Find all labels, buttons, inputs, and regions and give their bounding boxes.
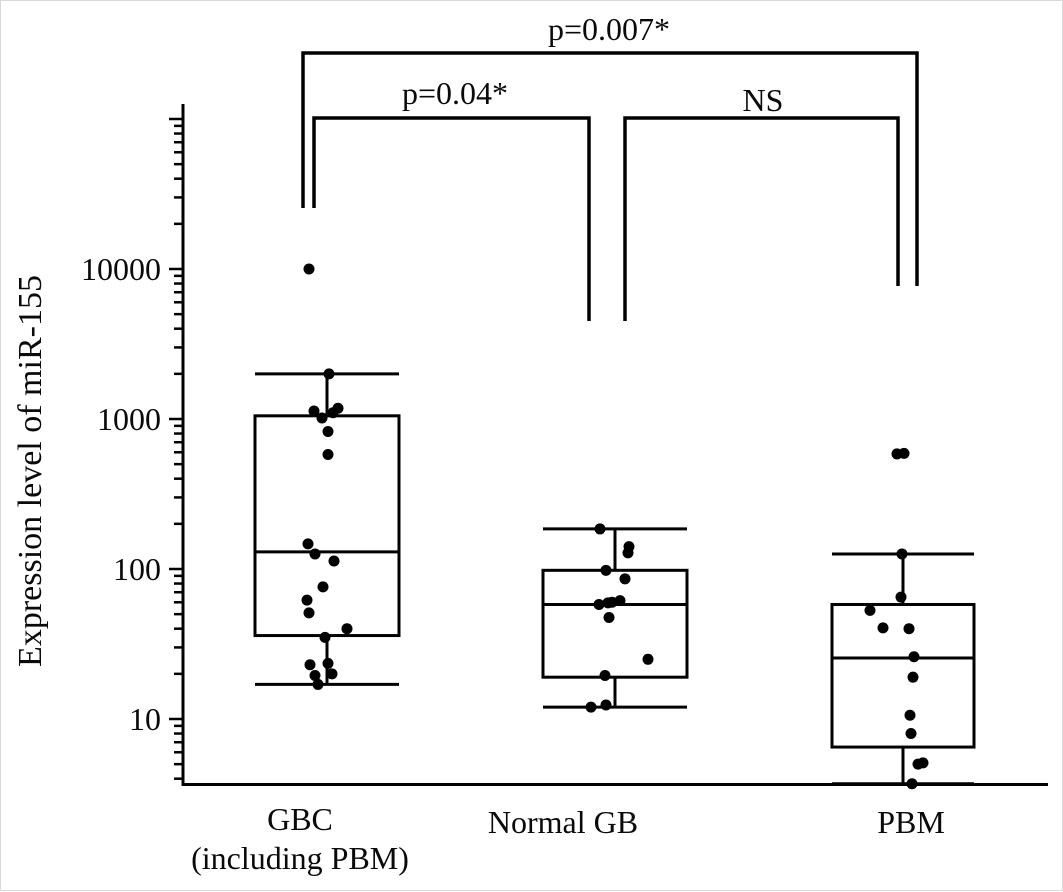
y-tick-label: 1000 [97,401,161,437]
significance-label: NS [743,82,784,118]
x-group-label: GBC [267,801,333,837]
data-point [312,678,324,690]
data-point [341,623,353,635]
data-point [896,548,908,560]
data-point [594,523,606,535]
x-group-label: (including PBM) [191,840,409,876]
data-point [317,581,329,593]
data-point [322,657,334,669]
data-point [585,701,597,713]
x-group-label: Normal GB [488,804,638,840]
data-point [302,538,314,550]
data-point [864,604,876,616]
significance-bracket [312,116,591,321]
data-point [877,622,889,634]
data-point [903,623,915,635]
data-point [622,547,634,559]
data-point [322,448,334,460]
y-tick-label: 10000 [81,251,161,287]
data-point [316,412,328,424]
y-tick-label: 10 [129,701,161,737]
data-point [326,668,338,680]
significance-label: p=0.04* [402,75,508,111]
significance-bracket [301,51,919,286]
data-point [323,368,335,380]
data-point [603,611,615,623]
data-point [322,426,334,438]
data-point [600,564,612,576]
data-point [600,699,612,711]
data-point [319,631,331,643]
data-point [905,728,917,740]
data-point [642,653,654,665]
box-iqr [253,414,401,638]
data-point [906,778,918,790]
y-axis-title: Expression level of miR-155 [12,275,49,667]
data-point [602,597,614,609]
data-point [304,659,316,671]
data-point [904,709,916,721]
data-point [599,669,611,681]
data-point [301,594,313,606]
data-point [309,548,321,560]
significance-label: p=0.007* [548,11,670,47]
significance-bracket [623,116,900,321]
data-point [917,757,929,769]
box-iqr [541,568,689,679]
data-point [303,607,315,619]
data-point [328,555,340,567]
data-point [593,598,605,610]
data-point [327,407,339,419]
box-iqr [830,602,976,749]
data-point [907,671,919,683]
data-point [898,447,910,459]
x-group-label: PBM [877,804,945,840]
data-point [303,263,315,275]
data-point [895,591,907,603]
y-tick-label: 100 [113,551,161,587]
data-point [908,651,920,663]
data-point [309,669,321,681]
data-point [619,573,631,585]
data-point [308,405,320,417]
